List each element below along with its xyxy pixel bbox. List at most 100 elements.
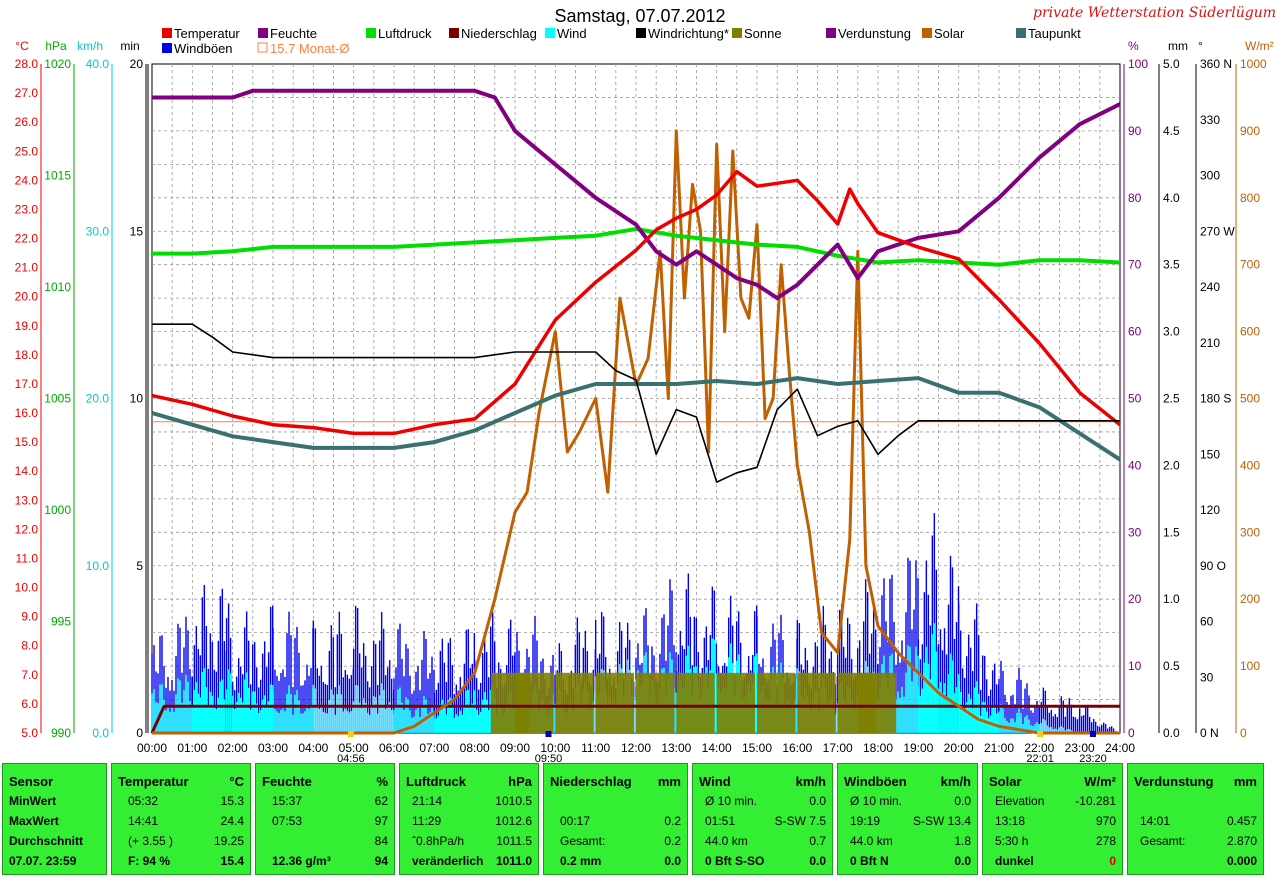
panel-row: 07:53 97 (262, 814, 388, 832)
row-label: 19:19 (850, 814, 881, 828)
row-label: 0 Bft N (850, 854, 889, 868)
tick-label-temp: 18.0 (15, 348, 39, 362)
row-value: 84 (374, 834, 388, 848)
weather-chart: 28.0 27.0 26.0 25.0 24.0 23.0 22.0 21.0 20.0 19.0… (15, 26, 1274, 765)
panel-header: Niederschlag (550, 774, 632, 789)
tick-label-temp: 24.0 (15, 173, 39, 187)
x-tick-label: 10:00 (540, 741, 570, 755)
panel-row: 44.0 km 0.7 (699, 834, 826, 852)
tick-label-temp: 11.0 (16, 551, 39, 565)
row-label: MinWert (9, 794, 57, 808)
tick-label-mm: 1.5 (1163, 525, 1180, 539)
x-tick-label: 11:00 (581, 741, 610, 755)
row-label: 21:14 (412, 794, 443, 808)
panel-row: 14:01 0.457 (1134, 814, 1257, 832)
marker-label: 09:50 (535, 753, 563, 765)
panel-row: 0.000 (1134, 854, 1257, 872)
legend-label: Niederschlag (461, 26, 537, 41)
row-value: 0.457 (1226, 814, 1257, 828)
row-label: 07:53 (272, 814, 303, 828)
panel-unit: km/h (795, 774, 826, 789)
tick-label-mm: 4.5 (1163, 124, 1180, 138)
tick-label-pct: 10 (1128, 659, 1142, 673)
x-tick-label: 01:00 (177, 741, 207, 755)
x-tick-label: 19:00 (903, 741, 933, 755)
legend-swatch (545, 28, 555, 38)
tick-label-temp: 26.0 (15, 115, 39, 129)
tick-label-deg: 180 S (1200, 392, 1231, 406)
tick-label-temp: 13.0 (15, 493, 39, 507)
x-tick-label: 07:00 (419, 741, 449, 755)
panel-row: 44.0 km 1.8 (844, 834, 971, 852)
tick-label-pct: 70 (1128, 258, 1142, 272)
panel-unit: °C (229, 774, 244, 789)
row-label: 0 Bft S-SO (705, 854, 765, 868)
tick-label-deg: 360 N (1200, 57, 1232, 71)
station-signature: private Wetterstation Süderlügum (1033, 5, 1276, 21)
tick-label-wm2: 700 (1240, 258, 1260, 272)
time-marker (1037, 731, 1044, 737)
row-value: -10.281 (1075, 794, 1116, 808)
row-label: 14:41 (128, 814, 159, 828)
row-label: 12.36 g/m³ (272, 854, 331, 868)
sun-bar (857, 672, 897, 733)
tick-label-temp: 15.0 (15, 435, 39, 449)
panel-header: Solar (989, 774, 1022, 789)
x-tick-label: 08:00 (460, 741, 490, 755)
tick-label-temp: 27.0 (15, 86, 39, 100)
tick-label-min: 0 (136, 726, 143, 740)
row-value: 94 (374, 854, 388, 868)
legend-label: Windböen (174, 41, 233, 56)
panel-sensor: Sensor MinWert MaxWert Durchschnitt 07.0… (2, 763, 107, 875)
time-marker (1089, 731, 1096, 737)
panel-unit: W/m² (1084, 774, 1116, 789)
row-value: 1.8 (954, 834, 971, 848)
panel-row: 84 (262, 834, 388, 852)
tick-label-temp: 12.0 (15, 522, 39, 536)
legend-swatch (449, 28, 459, 38)
tick-label-temp: 22.0 (15, 232, 39, 246)
legend-swatch (257, 42, 268, 53)
panel-row: F: 94 % 15.4 (118, 854, 244, 872)
row-label: (+ 3.55 ) (128, 834, 174, 848)
row-value: 1011.5 (496, 834, 532, 848)
legend-swatch (1016, 28, 1026, 38)
tick-label-temp: 7.0 (21, 668, 38, 682)
panel-unit: % (376, 774, 388, 789)
tick-label-deg: 150 (1200, 447, 1220, 461)
legend-swatch (636, 28, 646, 38)
tick-label-press: 1005 (44, 392, 71, 406)
tick-label-temp: 9.0 (21, 610, 38, 624)
legend-label: Sonne (744, 26, 782, 41)
panel-row: 11:29 1012.6 (406, 814, 532, 832)
tick-label-pct: 20 (1128, 592, 1142, 606)
panel-row: ˆ0.8hPa/h 1011.5 (406, 834, 532, 852)
panel-row: 14:41 24.4 (118, 814, 244, 832)
row-label: 11:29 (412, 814, 442, 828)
lines (150, 88, 1122, 735)
panel-temperatur: Temperatur °C 05:32 15.3 14:41 24.4 (+ 3.55 ) 1… (111, 763, 251, 875)
panel-row: 05:32 15.3 (118, 794, 244, 812)
row-label: 13:18 (995, 814, 1026, 828)
row-value: 0.000 (1226, 854, 1257, 868)
tick-label-wind: 0.0 (92, 726, 109, 740)
row-value: S-SW 13.4 (912, 814, 971, 828)
row-label: 01:51 (705, 814, 736, 828)
panel-row: Gesamt: 0.2 (550, 834, 681, 852)
row-value: 0.0 (809, 794, 826, 808)
row-label: Elevation (995, 794, 1045, 808)
sun-bar (595, 672, 634, 733)
tick-label-mm: 0.5 (1163, 659, 1180, 673)
x-tick-label: 04:00 (298, 741, 328, 755)
tick-label-temp: 28.0 (15, 57, 39, 71)
legend-label: Solar (934, 26, 965, 41)
tick-label-wind: 10.0 (86, 559, 110, 573)
tick-label-press: 1015 (44, 169, 71, 183)
panel-luftdruck: Luftdruck hPa 21:14 1010.5 11:29 1012.6 ˆ0.8hP… (399, 763, 539, 875)
row-value: 1011.0 (495, 854, 532, 868)
x-tick-label: 03:00 (258, 741, 288, 755)
row-label: dunkel (995, 854, 1034, 868)
panel-row: Ø 10 min. 0.0 (844, 794, 971, 812)
legend-swatch (162, 28, 172, 38)
axis-unit-wm2: W/m² (1245, 39, 1274, 53)
